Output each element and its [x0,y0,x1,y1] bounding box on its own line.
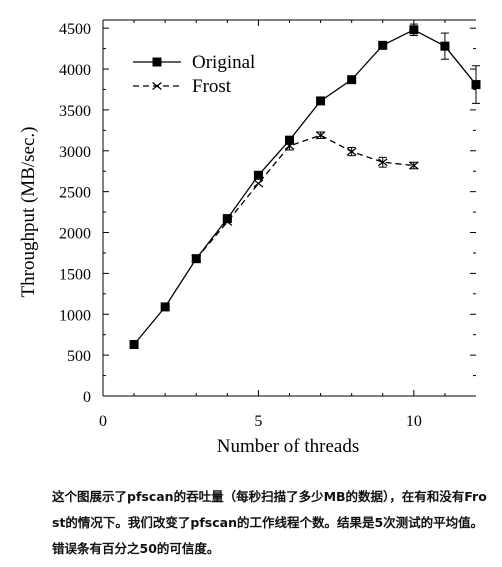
y-tick-label: 4000 [59,62,91,79]
x-marker-stroke [253,179,264,188]
y-tick-label: 1000 [59,307,91,324]
y-tick-label: 3000 [59,144,91,161]
x-marker-stroke [191,254,202,263]
x-marker [346,147,357,156]
x-tick-label: 0 [99,413,107,430]
x-marker [152,82,162,90]
x-marker-stroke [222,217,233,226]
y-tick-label: 4500 [59,21,91,38]
x-tick-label: 5 [254,413,262,430]
square-marker [471,80,481,90]
x-marker-stroke [408,161,419,170]
x-marker-stroke [377,158,388,167]
y-tick-label: 2000 [59,226,91,243]
y-axis-title: Throughput (MB/sec.) [18,127,39,298]
y-tick-label: 500 [67,348,91,365]
square-marker [285,135,294,145]
square-marker [222,214,232,224]
square-marker [129,340,139,350]
x-marker [253,179,264,188]
x-marker [408,161,419,170]
series-line [195,134,414,260]
y-tick-label: 0 [83,389,91,406]
square-marker [160,302,170,312]
x-marker-stroke [152,82,162,90]
x-tick-label: 10 [406,413,422,430]
x-marker-stroke [346,147,357,156]
series-layer [129,23,481,350]
throughput-chart: 0 500 1000 1500 2000 2500 3000 3500 4000 4500 0 5 10… [18,19,481,457]
chart-svg: 0 500 1000 1500 2000 2500 3000 3500 4000 4500 0 5 10… [18,19,481,457]
x-marker-stroke [284,141,295,150]
series-frost [191,131,419,263]
legend-item-original: Original [133,52,255,73]
x-marker-stroke [315,131,326,140]
x-axis-title: Number of threads [217,436,359,457]
legend-label: Frost [192,76,232,97]
square-marker [316,96,326,106]
legend-label: Original [192,52,255,73]
x-marker [284,141,295,150]
series-line [133,29,477,345]
square-marker [409,25,419,35]
square-marker [378,40,388,50]
square-marker [440,41,450,51]
legend-item-frost: Frost [133,76,232,97]
square-marker [347,75,357,85]
y-tick-label: 1500 [59,266,91,283]
square-marker [152,57,162,67]
y-tick-label: 3500 [59,103,91,120]
legend: Original Frost [133,52,255,97]
x-marker [315,131,326,140]
x-marker [191,254,202,263]
series-original [129,23,481,350]
chart-caption: 这个图展示了pfscan的吞吐量（每秒扫描了多少MB的数据），在有和没有Fros… [52,489,487,556]
y-tick-label: 2500 [59,185,91,202]
x-marker [222,217,233,226]
x-marker [377,158,388,167]
square-marker [253,170,263,180]
axes-layer: 0 500 1000 1500 2000 2500 3000 3500 4000 4500 0 5 10 [59,19,476,430]
